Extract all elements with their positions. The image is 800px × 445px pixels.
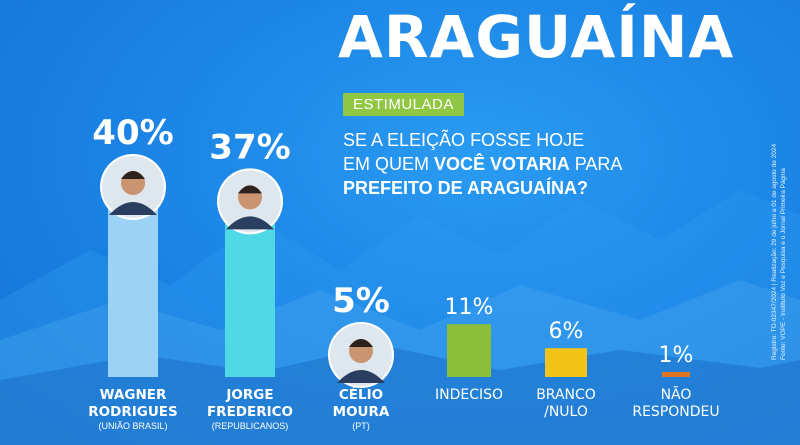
poll-question: SE A ELEIÇÃO FOSSE HOJE EM QUEM VOCÊ VOT… <box>343 128 673 200</box>
category-label-5-0: NÃO <box>661 386 692 403</box>
party-label-1: (REPUBLICANOS) <box>212 421 289 431</box>
category-label-0-0: WAGNER <box>100 387 167 403</box>
value-label-3: 11% <box>445 295 494 320</box>
candidate-photo-hair-0 <box>121 171 145 179</box>
candidate-photo-shirt-2 <box>337 370 385 383</box>
category-label-4-1: /NULO <box>544 404 588 420</box>
bar-4 <box>545 348 587 377</box>
category-label-2-1: MOURA <box>333 404 390 420</box>
value-label-2: 5% <box>332 281 390 321</box>
value-label-4: 6% <box>549 319 584 344</box>
candidate-photo-shirt-1 <box>226 216 274 230</box>
category-label-2-0: CÉLIO <box>339 386 383 403</box>
category-label-4-0: BRANCO <box>536 387 596 403</box>
bar-3 <box>447 324 491 377</box>
candidate-photo-hair-1 <box>238 185 262 194</box>
category-label-0-1: RODRIGUES <box>88 404 177 420</box>
value-label-0: 40% <box>92 113 173 153</box>
question-line-2-emphasis: VOCÊ VOTARIA <box>434 154 570 174</box>
candidate-photo-shirt-0 <box>109 202 157 215</box>
party-label-2: (PT) <box>352 421 370 431</box>
bar-5 <box>662 372 690 377</box>
question-line-1: SE A ELEIÇÃO FOSSE HOJE <box>343 130 585 150</box>
category-label-5-1: RESPONDEU <box>632 404 719 420</box>
poll-type-badge: ESTIMULADA <box>343 93 464 116</box>
candidate-photo-hair-2 <box>349 339 373 347</box>
category-label-1-1: FREDERICO <box>207 404 293 420</box>
party-label-0: (UNIÃO BRASIL) <box>98 421 167 431</box>
question-line-2: EM QUEM VOCÊ VOTARIA PARA <box>343 152 673 176</box>
category-label-1-0: JORGE <box>225 387 273 403</box>
question-line-2-start: EM QUEM <box>343 154 435 174</box>
city-title: ARAGUAÍNA <box>338 3 735 71</box>
value-label-1: 37% <box>209 127 290 167</box>
category-label-3-0: INDECISO <box>435 387 503 403</box>
value-label-5: 1% <box>659 343 694 368</box>
question-line-3: PREFEITO DE ARAGUAÍNA? <box>343 176 673 200</box>
question-line-3-emphasis: PREFEITO DE ARAGUAÍNA? <box>343 178 589 198</box>
question-line-2-end: PARA <box>569 154 623 174</box>
